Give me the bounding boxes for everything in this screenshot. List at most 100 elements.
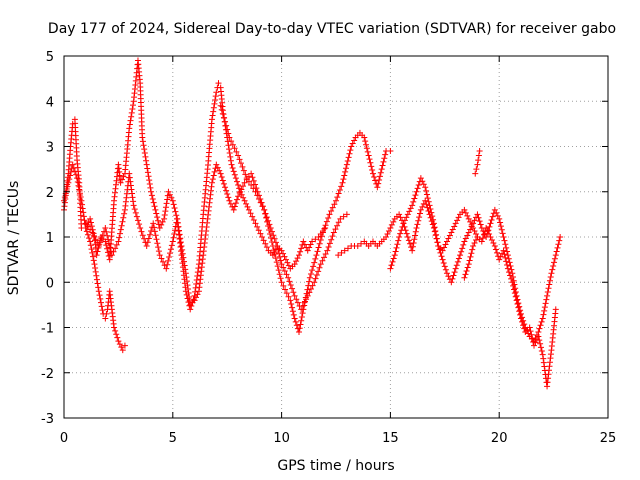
data-point xyxy=(169,197,176,204)
data-point xyxy=(354,243,361,250)
data-point-fill xyxy=(468,250,475,257)
data-point-fill xyxy=(296,325,303,332)
data-point-fill xyxy=(528,331,535,338)
data-point-fill xyxy=(297,248,304,255)
data-point-fill xyxy=(166,191,173,198)
data-point-fill xyxy=(284,259,291,266)
data-point xyxy=(278,261,285,268)
data-point xyxy=(300,238,307,245)
data-point-fill xyxy=(219,177,226,184)
data-point-fill xyxy=(210,104,217,111)
data-point-fill xyxy=(338,183,345,190)
data-point-fill xyxy=(66,176,73,183)
data-point xyxy=(232,175,239,182)
data-point-fill xyxy=(171,230,178,237)
data-point-fill xyxy=(114,334,121,341)
data-point-fill xyxy=(117,226,124,233)
data-point-fill xyxy=(446,232,453,239)
data-point-fill xyxy=(301,302,308,309)
data-point xyxy=(313,252,320,259)
data-point xyxy=(552,252,559,259)
data-point xyxy=(309,238,316,245)
data-point-fill xyxy=(153,236,160,243)
data-point-fill xyxy=(546,277,553,284)
data-point xyxy=(130,202,137,209)
data-point-fill xyxy=(231,145,238,152)
y-tick-label: 3 xyxy=(46,141,54,156)
data-point-fill xyxy=(87,219,94,226)
data-point xyxy=(341,247,348,254)
data-point-fill xyxy=(106,240,113,247)
y-tick-label: 0 xyxy=(46,276,54,291)
data-point-fill xyxy=(155,244,162,251)
data-point-fill xyxy=(329,233,336,240)
data-point-fill xyxy=(144,165,151,172)
data-point xyxy=(465,229,472,236)
data-point xyxy=(87,238,94,245)
data-point-fill xyxy=(514,300,521,307)
data-point-fill xyxy=(471,227,478,234)
data-point-fill xyxy=(271,235,278,242)
data-point xyxy=(500,234,507,240)
data-point xyxy=(404,211,411,218)
data-point-fill xyxy=(547,273,554,280)
data-point-fill xyxy=(76,190,83,197)
data-point-fill xyxy=(397,214,404,221)
data-point xyxy=(78,197,85,204)
data-point-fill xyxy=(120,214,127,221)
data-point-fill xyxy=(472,237,479,244)
data-point xyxy=(156,252,163,259)
data-point-fill xyxy=(193,276,200,283)
data-point-fill xyxy=(146,180,153,187)
data-point-fill xyxy=(328,207,335,214)
data-point-fill xyxy=(290,311,297,318)
series-trace-e xyxy=(335,175,481,259)
data-point-fill xyxy=(276,271,283,278)
data-point xyxy=(365,152,372,159)
data-point-fill xyxy=(145,235,152,242)
data-point-fill xyxy=(92,236,99,243)
data-point-fill xyxy=(268,239,275,246)
data-point xyxy=(448,229,455,236)
data-point-fill xyxy=(507,272,514,279)
data-point-fill xyxy=(167,246,174,253)
grid-lines xyxy=(64,56,608,418)
data-point-fill xyxy=(428,218,435,225)
data-point-fill xyxy=(127,182,134,189)
data-point-fill xyxy=(301,298,308,305)
data-point-fill xyxy=(366,156,373,163)
data-point-fill xyxy=(454,258,461,265)
data-point-fill xyxy=(289,285,296,292)
data-point-fill xyxy=(277,257,284,264)
data-point-fill xyxy=(219,110,226,117)
x-tick-label: 10 xyxy=(273,431,290,446)
data-point-fill xyxy=(210,108,217,115)
data-point-fill xyxy=(436,246,443,253)
data-point xyxy=(252,220,259,227)
data-point xyxy=(82,220,89,227)
data-point-fill xyxy=(328,236,335,243)
data-point-fill xyxy=(97,299,104,306)
data-point xyxy=(187,306,194,313)
data-point-fill xyxy=(319,257,326,264)
data-point-fill xyxy=(351,137,358,144)
data-point-fill xyxy=(542,300,549,307)
data-point-fill xyxy=(245,178,252,185)
data-point-fill xyxy=(551,255,558,262)
data-point-fill xyxy=(233,196,240,203)
data-point-fill xyxy=(271,251,278,258)
data-point-fill xyxy=(367,159,374,166)
data-point-fill xyxy=(227,200,234,207)
data-point-fill xyxy=(497,219,504,226)
data-point xyxy=(472,170,479,177)
data-point-fill xyxy=(501,251,508,258)
data-point-fill xyxy=(155,217,162,224)
data-point-fill xyxy=(286,278,293,285)
data-point-fill xyxy=(79,201,86,208)
data-point xyxy=(487,234,494,240)
data-point-fill xyxy=(305,282,312,289)
data-point-fill xyxy=(464,232,471,239)
data-point-fill xyxy=(254,192,261,199)
data-point-fill xyxy=(412,192,419,199)
data-point xyxy=(296,252,303,259)
